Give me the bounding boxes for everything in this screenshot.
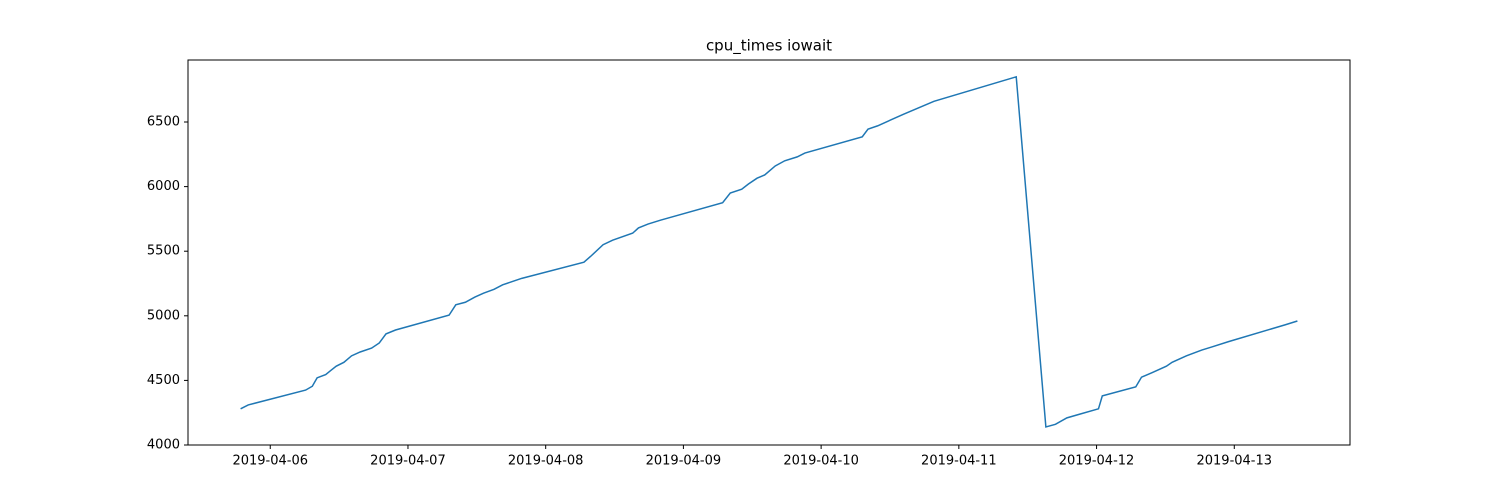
x-tick-label: 2019-04-10	[783, 454, 859, 469]
x-tick-label: 2019-04-12	[1059, 454, 1135, 469]
series-line	[240, 75, 1298, 428]
y-tick-label: 5000	[147, 308, 180, 323]
y-tick-label: 4500	[147, 373, 180, 388]
chart-title: cpu_times iowait	[706, 37, 832, 56]
x-tick-label: 2019-04-08	[508, 454, 584, 469]
y-tick-label: 5500	[147, 244, 180, 259]
x-tick-label: 2019-04-06	[232, 454, 308, 469]
x-tick-label: 2019-04-07	[370, 454, 446, 469]
x-tick-label: 2019-04-11	[921, 454, 997, 469]
y-tick-label: 6500	[147, 115, 180, 130]
y-tick-label: 6000	[147, 179, 180, 194]
y-tick-label: 4000	[147, 438, 180, 453]
x-tick-label: 2019-04-13	[1196, 454, 1272, 469]
plot-frame	[187, 59, 1351, 446]
x-tick-label: 2019-04-09	[646, 454, 722, 469]
